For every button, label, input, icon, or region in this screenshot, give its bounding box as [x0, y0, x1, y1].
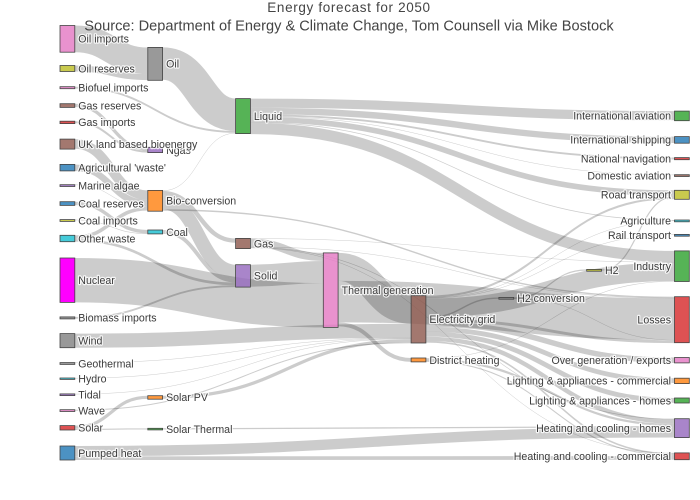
svg-text:Energy forecast for 2050: Energy forecast for 2050 — [267, 0, 430, 15]
svg-text:Solar Thermal: Solar Thermal — [166, 424, 232, 436]
svg-text:Tidal: Tidal — [78, 390, 101, 402]
svg-text:Solid: Solid — [254, 271, 278, 283]
svg-text:Gas imports: Gas imports — [78, 117, 135, 129]
svg-text:Gas: Gas — [254, 238, 273, 250]
svg-text:Coal: Coal — [166, 227, 188, 239]
svg-text:UK land based bioenergy: UK land based bioenergy — [78, 139, 198, 151]
svg-text:District heating: District heating — [429, 355, 499, 367]
svg-text:Domestic aviation: Domestic aviation — [587, 170, 671, 182]
svg-text:International aviation: International aviation — [573, 111, 671, 123]
svg-text:Lighting & appliances - homes: Lighting & appliances - homes — [529, 395, 671, 407]
svg-text:Electricity grid: Electricity grid — [429, 314, 495, 326]
svg-text:Coal reserves: Coal reserves — [78, 198, 143, 210]
svg-text:Losses: Losses — [637, 315, 671, 327]
svg-text:Agricultural 'waste': Agricultural 'waste' — [78, 163, 166, 175]
svg-text:Source: Department of Energy &: Source: Department of Energy & Climate C… — [84, 19, 614, 35]
svg-text:Marine algae: Marine algae — [78, 180, 139, 192]
svg-text:Oil imports: Oil imports — [78, 34, 129, 46]
svg-text:Hydro: Hydro — [78, 374, 106, 386]
svg-text:Pumped heat: Pumped heat — [78, 448, 141, 460]
svg-text:Ngas: Ngas — [166, 145, 191, 157]
svg-text:Oil reserves: Oil reserves — [78, 63, 135, 75]
svg-text:Coal imports: Coal imports — [78, 215, 137, 227]
svg-text:Lighting & appliances - commer: Lighting & appliances - commercial — [507, 376, 671, 388]
svg-text:Solar PV: Solar PV — [166, 392, 209, 404]
svg-text:Biofuel imports: Biofuel imports — [78, 83, 148, 95]
svg-text:Road transport: Road transport — [601, 190, 671, 202]
svg-text:H2: H2 — [605, 265, 619, 277]
svg-text:Industry: Industry — [633, 261, 671, 273]
svg-text:Gas reserves: Gas reserves — [78, 100, 141, 112]
svg-text:Other waste: Other waste — [78, 233, 135, 245]
svg-text:Agriculture: Agriculture — [620, 216, 671, 228]
svg-text:Heating and cooling - commerci: Heating and cooling - commercial — [514, 451, 671, 463]
svg-text:National navigation: National navigation — [581, 154, 671, 166]
svg-text:Nuclear: Nuclear — [78, 275, 115, 287]
svg-text:Thermal generation: Thermal generation — [342, 285, 434, 297]
svg-text:Oil: Oil — [166, 59, 179, 71]
svg-text:Biomass imports: Biomass imports — [78, 313, 156, 325]
svg-text:Geothermal: Geothermal — [78, 358, 133, 370]
svg-text:Heating and cooling - homes: Heating and cooling - homes — [536, 423, 671, 435]
svg-text:Wave: Wave — [78, 405, 105, 417]
svg-text:Over generation / exports: Over generation / exports — [551, 355, 671, 367]
svg-text:Liquid: Liquid — [254, 111, 282, 123]
svg-text:Solar: Solar — [78, 423, 103, 435]
svg-text:Wind: Wind — [78, 336, 102, 348]
svg-text:International shipping: International shipping — [570, 135, 671, 147]
svg-text:H2 conversion: H2 conversion — [517, 293, 585, 305]
svg-text:Rail transport: Rail transport — [608, 230, 671, 242]
svg-text:Bio-conversion: Bio-conversion — [166, 196, 236, 208]
